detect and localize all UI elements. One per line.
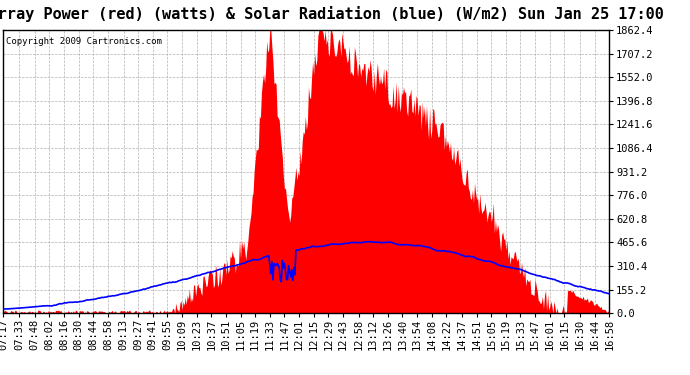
Text: East Array Power (red) (watts) & Solar Radiation (blue) (W/m2) Sun Jan 25 17:00: East Array Power (red) (watts) & Solar R… bbox=[0, 6, 664, 22]
Text: Copyright 2009 Cartronics.com: Copyright 2009 Cartronics.com bbox=[6, 37, 162, 46]
